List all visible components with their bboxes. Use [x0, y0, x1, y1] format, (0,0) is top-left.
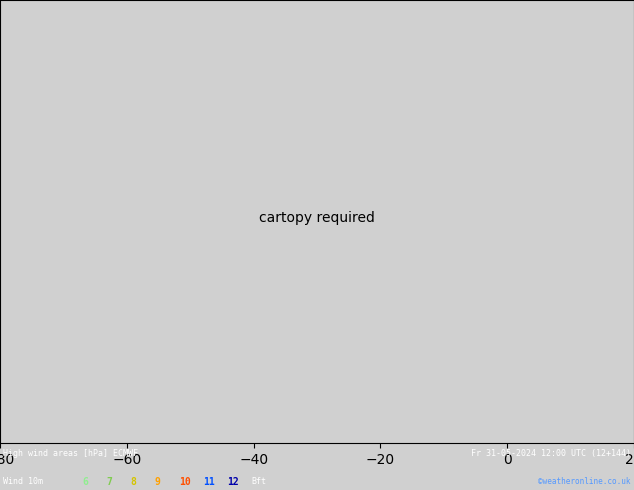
- Text: High wind areas [hPa] ECMWF: High wind areas [hPa] ECMWF: [3, 449, 138, 458]
- Text: cartopy required: cartopy required: [259, 211, 375, 225]
- Text: Bft: Bft: [251, 477, 266, 486]
- Text: Wind 10m: Wind 10m: [3, 477, 43, 486]
- Text: 7: 7: [107, 477, 112, 487]
- Text: 12: 12: [227, 477, 239, 487]
- Text: 6: 6: [82, 477, 88, 487]
- Text: 8: 8: [131, 477, 136, 487]
- Text: ©weatheronline.co.uk: ©weatheronline.co.uk: [538, 477, 631, 486]
- Text: 11: 11: [203, 477, 215, 487]
- Text: Fr 31-05-2024 12:00 UTC (12+144): Fr 31-05-2024 12:00 UTC (12+144): [471, 449, 631, 458]
- Text: 9: 9: [155, 477, 160, 487]
- Text: 10: 10: [179, 477, 191, 487]
